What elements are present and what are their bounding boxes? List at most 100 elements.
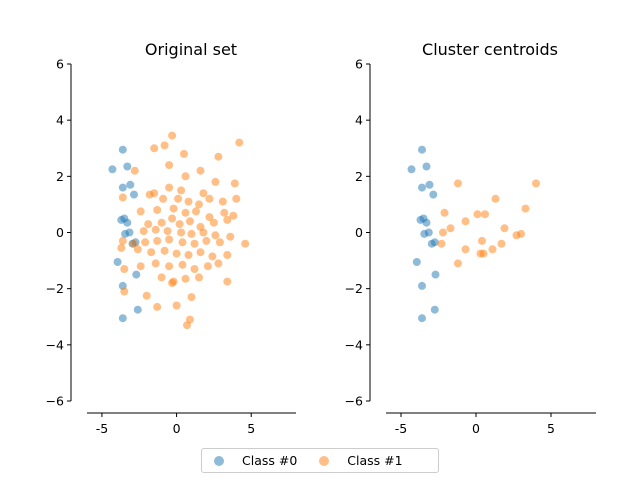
point-class0 [429,190,438,199]
point-class1 [177,186,186,195]
point-class0 [130,190,138,199]
point-class1 [142,291,151,300]
y-tick-label: −4 [345,337,363,352]
point-class0 [407,165,416,174]
point-class1 [159,194,168,203]
point-class0 [424,228,433,237]
point-class1 [120,265,129,273]
x-tick-label: -5 [96,421,108,436]
point-class0 [123,218,132,227]
point-class1 [209,218,218,227]
point-class1 [454,179,462,188]
point-class0 [422,162,431,171]
left-points [108,131,250,330]
legend-marker-class1 [319,455,330,466]
point-class1 [168,214,177,223]
point-class1 [461,217,470,226]
x-tick-label: 0 [472,421,480,436]
point-class1 [136,207,145,216]
point-class1 [130,166,139,175]
point-class1 [187,229,196,238]
point-class1 [183,321,191,330]
left-scatter-panel: Original set −6 −4 −2 0 2 4 6 -5 0 5 [46,40,296,436]
point-class1 [151,225,160,234]
point-class1 [437,239,446,248]
point-class1 [181,172,190,181]
point-class0 [113,258,122,266]
point-class1 [205,194,214,203]
legend-label-class0: Class #0 [242,453,298,468]
point-class1 [174,194,183,203]
point-class1 [208,252,217,261]
point-class1 [165,262,174,271]
point-class0 [422,218,431,227]
point-class1 [214,259,223,268]
point-class1 [196,248,205,257]
point-class1 [478,236,486,245]
point-class0 [418,145,426,154]
point-class1 [223,251,232,259]
point-class0 [431,270,440,279]
point-class0 [118,183,127,192]
point-class1 [133,245,142,254]
point-class1 [223,215,232,224]
y-tick-label: −6 [345,394,363,409]
x-tick-label: 5 [247,421,255,436]
x-tick-label: 0 [173,421,181,436]
point-class1 [165,183,174,192]
point-class1 [230,179,239,188]
point-class1 [223,277,232,286]
point-class1 [195,273,203,282]
point-class1 [199,189,208,198]
point-class1 [181,208,190,217]
x-tick-label: 5 [547,421,555,436]
point-class1 [479,249,488,258]
point-class1 [181,274,190,283]
point-class0 [418,281,426,290]
point-class0 [132,270,141,279]
point-class1 [199,228,208,237]
left-chart-title: Original set [145,40,237,59]
point-class1 [203,262,212,271]
y-tick-label: 6 [355,57,363,72]
point-class1 [120,287,129,296]
y-tick-label: −2 [46,281,64,296]
point-class1 [186,217,194,226]
point-class0 [412,258,421,266]
y-tick-label: −4 [46,337,64,352]
point-class1 [139,227,148,236]
point-class1 [157,273,166,282]
point-class1 [488,245,497,254]
point-class1 [195,200,203,209]
point-class0 [126,180,135,189]
point-class1 [160,141,169,150]
y-tick-label: 2 [355,169,363,184]
point-class1 [163,227,172,236]
point-class1 [439,228,447,237]
point-class1 [117,243,126,252]
point-class1 [205,213,214,222]
point-class1 [168,279,177,287]
point-class1 [218,197,227,206]
point-class1 [160,246,169,255]
point-class0 [123,162,132,171]
legend-label-class1: Class #1 [347,453,403,468]
point-class1 [165,161,174,170]
point-class1 [446,224,455,233]
point-class1 [144,220,153,229]
point-class1 [454,259,462,268]
point-class0 [118,145,127,154]
point-class1 [168,131,177,140]
point-class1 [235,138,244,147]
point-class1 [229,211,238,220]
point-class1 [190,265,199,273]
point-class1 [157,218,166,227]
point-class0 [430,305,439,314]
right-points [407,145,540,323]
point-class1 [192,207,200,216]
y-tick-label: 6 [56,57,64,72]
point-class1 [481,210,489,219]
point-class1 [440,208,449,217]
point-class1 [180,149,188,158]
point-class1 [178,238,187,247]
